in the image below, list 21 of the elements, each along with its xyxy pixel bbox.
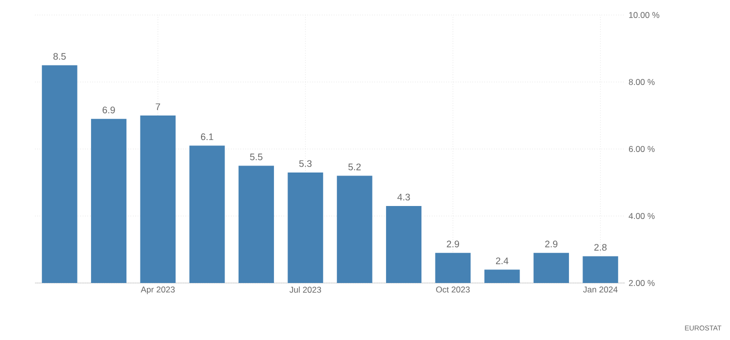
data-label: 2.8: [594, 244, 607, 251]
x-tick-label: Jan 2024: [583, 286, 618, 293]
data-label: 5.2: [348, 164, 361, 170]
data-label: 6.1: [200, 133, 214, 140]
data-label: 5.3: [299, 160, 312, 167]
data-label: 2.9: [446, 240, 460, 248]
y-tick-label: 10.00 %: [629, 12, 660, 18]
y-tick-label: 2.00 %: [628, 280, 655, 286]
data-label: 4.3: [397, 194, 410, 200]
y-tick-label: 8.00 %: [628, 79, 655, 85]
y-tick-label: 4.00 %: [628, 213, 655, 219]
data-label: 2.4: [496, 257, 508, 264]
data-label: 2.9: [545, 240, 558, 248]
x-tick-label: Apr 2023: [140, 286, 175, 294]
x-tick-label: Jul 2023: [290, 286, 322, 293]
x-tick-label: Oct 2023: [436, 286, 470, 293]
data-label: 6.9: [102, 106, 115, 114]
y-tick-label: 6.00 %: [628, 146, 655, 152]
data-label: 5.5: [250, 154, 262, 160]
data-label: 8.5: [53, 53, 66, 60]
data-label: 7: [156, 103, 160, 110]
